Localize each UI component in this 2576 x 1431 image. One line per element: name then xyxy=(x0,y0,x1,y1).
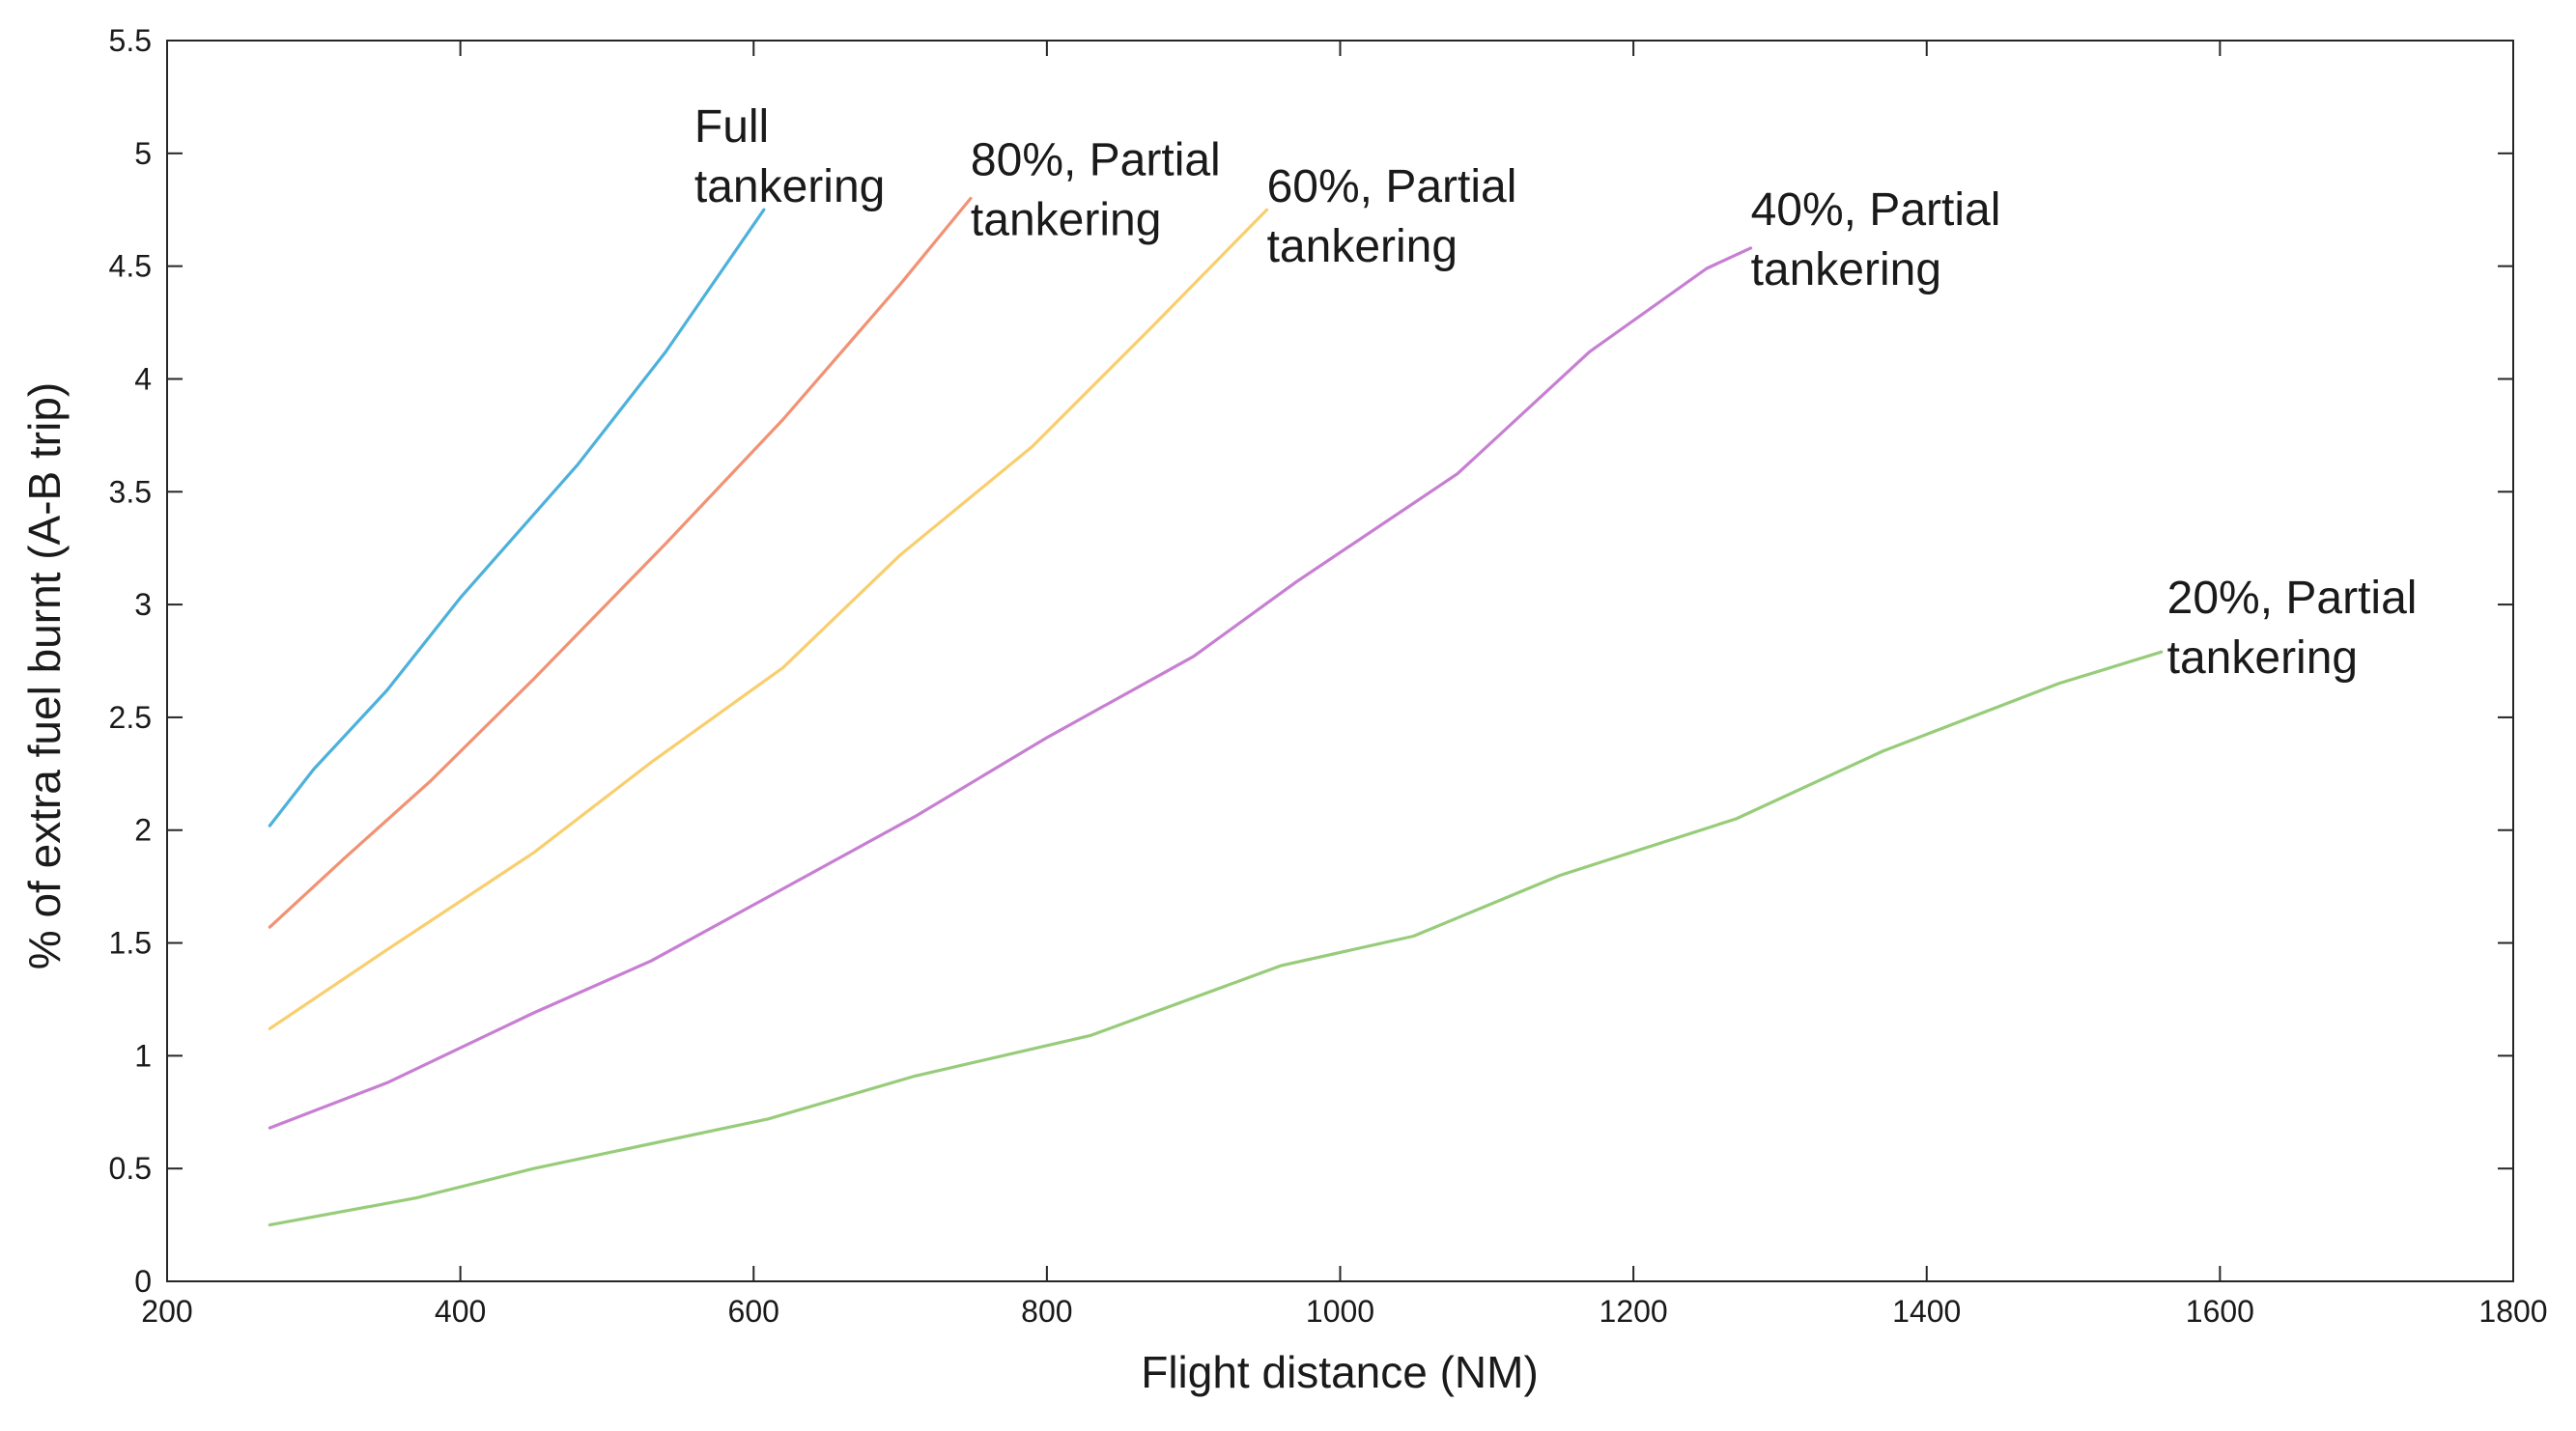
y-tick-label: 1.5 xyxy=(109,926,152,961)
x-tick-label: 1000 xyxy=(1306,1294,1374,1329)
y-tick-label: 1 xyxy=(134,1038,152,1073)
series-label-line: 80%, Partial xyxy=(971,135,1221,186)
series-label-line: tankering xyxy=(1267,221,1458,272)
y-tick-label: 3 xyxy=(134,587,152,622)
series-label-line: 20%, Partial xyxy=(2167,573,2418,624)
x-tick-label: 400 xyxy=(435,1294,486,1329)
y-tick-label: 5.5 xyxy=(109,23,152,58)
series-label-line: 60%, Partial xyxy=(1267,161,1517,212)
y-tick-label: 5 xyxy=(134,136,152,171)
series-label-3: 60%, Partial tankering xyxy=(1267,161,1517,272)
series-label-line: 40%, Partial xyxy=(1751,184,2001,236)
y-tick-label: 3.5 xyxy=(109,474,152,509)
x-axis-title: Flight distance (NM) xyxy=(1141,1347,1539,1397)
series-label-1: Full tankering xyxy=(694,101,885,212)
y-tick-label: 4 xyxy=(134,361,152,396)
y-tick-label: 0.5 xyxy=(109,1151,152,1186)
series-label-5: 20%, Partial tankering xyxy=(2167,573,2418,684)
series-line-1 xyxy=(268,208,766,828)
series-line-3 xyxy=(268,208,1269,1030)
y-tick-label: 2 xyxy=(134,813,152,848)
y-tick-label: 0 xyxy=(134,1264,152,1299)
series-label-line: tankering xyxy=(971,195,1161,246)
x-tick-label: 800 xyxy=(1021,1294,1072,1329)
series-label-line: tankering xyxy=(694,161,885,212)
series-line-2 xyxy=(268,196,973,929)
series-label-line: tankering xyxy=(1751,244,1941,295)
series-lines xyxy=(268,196,2164,1227)
y-tick-label: 2.5 xyxy=(109,700,152,735)
x-tick-label: 200 xyxy=(141,1294,192,1329)
series-label-2: 80%, Partial tankering xyxy=(971,135,1221,246)
y-axis-title: % of extra fuel burnt (A-B trip) xyxy=(19,382,70,969)
series-label-line: Full xyxy=(694,101,769,153)
series-line-5 xyxy=(268,650,2164,1227)
x-tick-label: 1600 xyxy=(2186,1294,2254,1329)
x-tick-label: 1400 xyxy=(1892,1294,1961,1329)
y-tick-label: 4.5 xyxy=(109,249,152,284)
series-label-4: 40%, Partial tankering xyxy=(1751,184,2001,295)
x-tick-label: 1200 xyxy=(1599,1294,1668,1329)
series-line-4 xyxy=(268,246,1753,1130)
x-tick-label: 600 xyxy=(728,1294,779,1329)
series-label-line: tankering xyxy=(2167,632,2358,684)
plot-axes: 200 400 600 800 1000 1200 1400 1600 1800 0 0.5 1 1.5… xyxy=(109,23,2548,1329)
x-tick-label: 1800 xyxy=(2478,1294,2547,1329)
